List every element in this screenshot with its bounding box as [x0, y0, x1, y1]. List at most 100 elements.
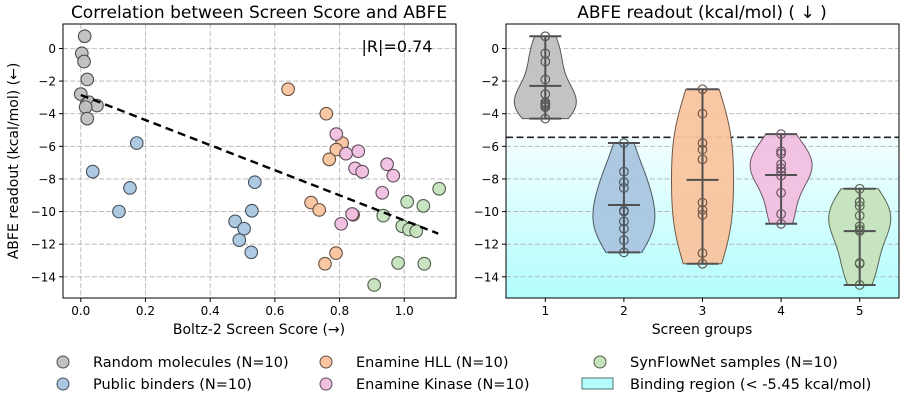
violin-data-point [776, 159, 786, 170]
violin-data-point [697, 197, 708, 208]
violin-data-point [619, 138, 629, 148]
violin-data-point [619, 247, 629, 258]
series-random-molecules-n-10 [73, 29, 104, 126]
scatter-x-ticks: 0.0 0.2 0.4 0.6 0.8 1.0 [71, 298, 414, 318]
y-tick-label: −8 [38, 172, 56, 186]
legend-label: Enamine Kinase (N=10) [356, 377, 530, 393]
y-tick-label: −6 [38, 140, 56, 154]
y-tick-label: −2 [481, 75, 499, 89]
scatter-y-ticks: 0 −2 −4 −6 −8 −10 −12 −14 [31, 42, 63, 284]
violin-data-point [619, 166, 629, 177]
legend-label: Random molecules (N=10) [93, 355, 289, 371]
scatter-point [322, 152, 337, 167]
x-tick-label: 0.8 [330, 304, 349, 318]
scatter-point [312, 203, 327, 217]
scatter-point [244, 245, 259, 260]
scatter-point [345, 207, 360, 221]
legend-label: Public binders (N=10) [93, 377, 252, 393]
series-public-binders-n-10 [85, 136, 262, 260]
series-synflownet-samples-n-10 [367, 181, 447, 292]
scatter-point [400, 194, 415, 209]
legend-item: Binding region (< -5.45 kcal/mol) [581, 377, 871, 393]
regression-line [80, 93, 439, 235]
violin-data-point [697, 138, 708, 148]
violin-data-point [619, 223, 629, 234]
legend-item: Public binders (N=10) [56, 377, 252, 393]
legend-marker-circle [319, 377, 333, 391]
legend-marker-circle [593, 355, 607, 369]
scatter-point [237, 221, 251, 236]
scatter-point [329, 127, 344, 141]
x-tick-label: 1 [541, 304, 549, 318]
violin-data-point [697, 154, 708, 165]
scatter-point [432, 181, 447, 196]
violin-panel: ABFE readout (kcal/mol) ( ↓ ) 1 2 3 4 5 0 −2 −… [474, 3, 900, 338]
scatter-point [416, 199, 431, 213]
violin-data-point [697, 144, 708, 155]
y-tick-label: −14 [474, 270, 499, 284]
violin-data-point [776, 187, 786, 198]
scatter-point [319, 106, 334, 121]
violin-group-2 [592, 138, 656, 258]
y-tick-label: −8 [481, 172, 499, 186]
violin-group-4 [749, 129, 813, 229]
violin-data-point [540, 102, 551, 113]
scatter-point [85, 164, 100, 179]
x-tick-label: 0.6 [265, 304, 284, 318]
scatter-point [375, 185, 390, 200]
legend-item: Enamine Kinase (N=10) [319, 377, 530, 393]
scatter-point [334, 216, 349, 231]
violin-data-point [776, 163, 786, 174]
scatter-point [380, 157, 394, 172]
scatter-x-axis-label: Boltz-2 Screen Score (→) [173, 322, 345, 338]
legend-marker-rect [581, 377, 614, 390]
y-tick-label: −2 [38, 75, 56, 89]
violin-data-point [540, 74, 551, 85]
violin-data-point [776, 166, 786, 177]
legend-item: Enamine HLL (N=10) [319, 355, 509, 371]
scatter-point [417, 256, 432, 271]
violin-data-point [697, 205, 708, 215]
y-tick-label: −4 [38, 107, 56, 121]
violin-data-point [619, 216, 629, 227]
scatter-point [80, 111, 95, 126]
scatter-point [329, 246, 343, 260]
violin-data-point [697, 209, 708, 220]
violin-data-point [854, 183, 865, 194]
violin-group-3 [671, 84, 734, 269]
y-tick-label: −14 [31, 270, 56, 284]
scatter-axes-frame [62, 23, 457, 299]
x-tick-label: 3 [699, 304, 707, 318]
scatter-point [351, 144, 366, 159]
legend-item: Random molecules (N=10) [56, 355, 289, 371]
x-tick-label: 4 [777, 304, 785, 318]
x-tick-label: 1.0 [395, 304, 414, 318]
x-tick-label: 0.2 [136, 304, 155, 318]
violin-group-5 [828, 183, 892, 290]
legend-label: Enamine HLL (N=10) [356, 355, 509, 371]
violin-x-ticks: 1 2 3 4 5 [541, 298, 864, 318]
scatter-point [245, 203, 259, 218]
scatter-point [77, 29, 92, 44]
y-tick-label: −6 [481, 140, 499, 154]
y-tick-label: −10 [474, 205, 499, 219]
series-enamine-kinase-n-10 [329, 127, 401, 231]
y-tick-label: 0 [491, 42, 499, 56]
violin-data-point [697, 108, 708, 119]
violin-data-point [776, 146, 786, 157]
violins [513, 31, 892, 290]
scatter-point [391, 256, 405, 270]
legend-marker-circle [56, 377, 70, 391]
legend-item: SynFlowNet samples (N=10) [593, 355, 838, 371]
scatter-point [355, 164, 370, 179]
violin-data-point [697, 84, 708, 95]
x-tick-label: 2 [620, 304, 628, 318]
violin-y-ticks: 0 −2 −4 −6 −8 −10 −12 −14 [474, 42, 506, 284]
violin-group-1 [513, 31, 577, 124]
legend-label: Binding region (< -5.45 kcal/mol) [630, 377, 871, 393]
scatter-point [232, 233, 247, 247]
scatter-point [228, 214, 242, 229]
violin-data-point [854, 196, 865, 207]
scatter-point [367, 278, 382, 292]
